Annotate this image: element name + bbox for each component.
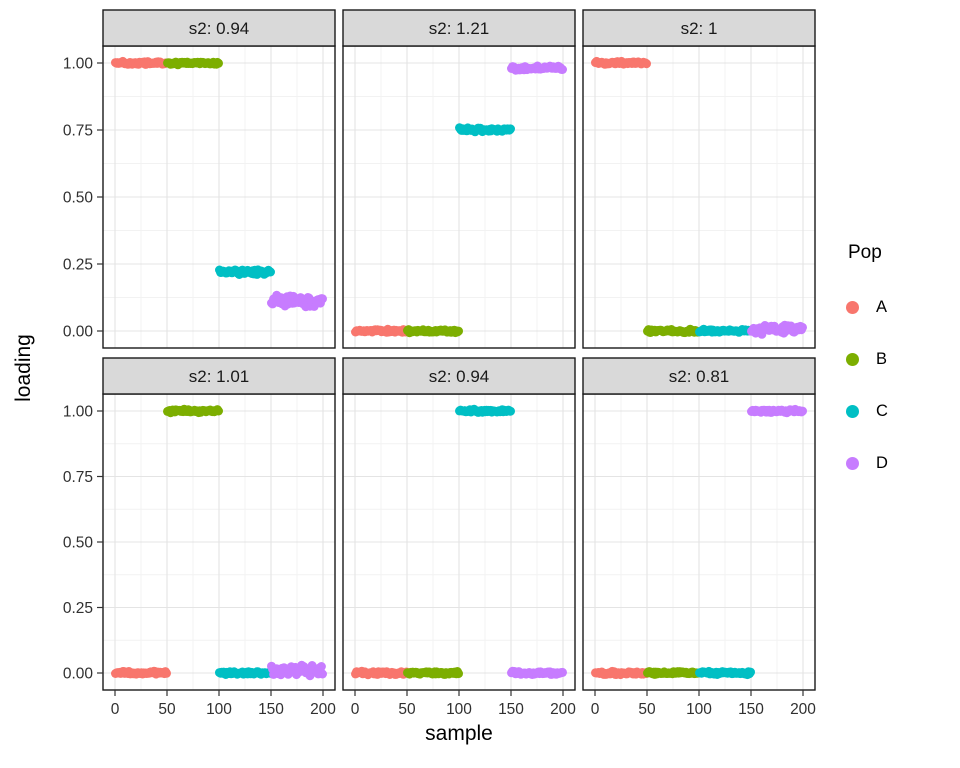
x-tick-label: 100 <box>686 701 712 718</box>
x-tick-label: 100 <box>206 701 232 718</box>
facet-panel-0: s2: 0.94 0.00 0.25 0.50 0.75 1.00 <box>63 9 336 349</box>
facet-panel-4: s2: 0.94 0 50 100 150 200 <box>342 357 576 718</box>
points-pop-B <box>163 57 223 70</box>
points-pop-C <box>695 324 755 337</box>
facet-panel-5: s2: 0.81 0 50 100 150 200 <box>582 357 816 718</box>
legend-point-icon <box>846 353 859 366</box>
points-pop-B <box>643 667 703 679</box>
points-pop-B <box>403 325 463 338</box>
x-tick-label: 100 <box>446 701 472 718</box>
y-tick-label: 0.00 <box>63 666 94 683</box>
legend-item-D: D <box>846 454 888 473</box>
legend: Pop A B C D <box>846 242 888 473</box>
points-pop-C <box>455 404 515 417</box>
x-tick-label: 0 <box>351 701 360 718</box>
facet-strip <box>342 357 576 395</box>
points-pop-D <box>747 404 807 418</box>
y-tick-label: 1.00 <box>63 404 94 421</box>
facet-strip <box>102 9 336 47</box>
facet-panel-2: s2: 1 <box>582 9 816 349</box>
x-tick-label: 0 <box>111 701 120 718</box>
points-pop-B <box>163 404 223 418</box>
facet-strip-label: s2: 0.81 <box>669 367 730 386</box>
facet-strip <box>342 9 576 47</box>
facet-strip-label: s2: 1.21 <box>429 19 490 38</box>
y-tick-label: 0.75 <box>63 469 93 486</box>
points-pop-D <box>267 290 327 312</box>
legend-label: A <box>876 298 888 316</box>
legend-point-icon <box>846 405 859 418</box>
x-axis-title: sample <box>425 722 493 745</box>
x-tick-label: 50 <box>638 701 656 718</box>
x-tick-label: 200 <box>310 701 336 718</box>
facet-strip-label: s2: 0.94 <box>429 367 490 386</box>
x-tick-label: 0 <box>591 701 600 718</box>
points-pop-A <box>111 666 171 679</box>
points-pop-C <box>455 123 515 137</box>
points-pop-D <box>747 320 807 339</box>
legend-items: A B C D <box>846 298 888 473</box>
points-pop-C <box>215 265 275 279</box>
legend-item-B: B <box>846 350 888 369</box>
legend-item-A: A <box>846 298 888 317</box>
x-tick-label: 50 <box>158 701 176 718</box>
points-pop-A <box>351 666 411 680</box>
points-pop-D <box>507 666 567 679</box>
facet-strip <box>582 357 816 395</box>
points-pop-A <box>351 324 411 337</box>
legend-item-C: C <box>846 402 888 421</box>
y-tick-label: 0.25 <box>63 257 93 274</box>
y-tick-label: 0.75 <box>63 123 93 140</box>
y-tick-label: 1.00 <box>63 56 94 73</box>
y-tick-label: 0.50 <box>63 535 94 552</box>
facet-panel-3: s2: 1.01 0.00 0.25 0.50 0.75 1.00 0 50 100 150 200 <box>63 357 336 718</box>
points-pop-D <box>267 660 327 681</box>
x-tick-label: 150 <box>738 701 764 718</box>
x-tick-label: 150 <box>498 701 524 718</box>
points-pop-B <box>643 324 703 338</box>
x-tick-label: 150 <box>258 701 284 718</box>
facet-strip <box>582 9 816 47</box>
legend-point-icon <box>846 457 859 470</box>
legend-title: Pop <box>848 242 882 263</box>
legend-point-icon <box>846 301 859 314</box>
points-pop-B <box>403 667 463 679</box>
x-tick-label: 50 <box>398 701 416 718</box>
facet-panel-1: s2: 1.21 <box>342 9 576 349</box>
points-pop-D <box>507 61 567 75</box>
points-pop-A <box>591 56 651 69</box>
x-tick-label: 200 <box>790 701 816 718</box>
points-pop-A <box>591 666 651 680</box>
y-tick-label: 0.25 <box>63 600 93 617</box>
y-tick-label: 0.50 <box>63 190 94 207</box>
legend-label: D <box>876 454 888 472</box>
points-pop-C <box>695 666 755 680</box>
x-tick-label: 200 <box>550 701 576 718</box>
legend-label: B <box>876 350 888 368</box>
points-pop-C <box>215 667 275 679</box>
facet-strip-label: s2: 0.94 <box>189 19 250 38</box>
facet-strip-label: s2: 1 <box>681 19 718 38</box>
y-tick-label: 0.00 <box>63 324 94 341</box>
points-pop-A <box>111 56 171 69</box>
facet-strip-label: s2: 1.01 <box>189 367 250 386</box>
y-axis-title: loading <box>12 334 35 402</box>
legend-label: C <box>876 402 888 420</box>
facet-strip <box>102 357 336 395</box>
